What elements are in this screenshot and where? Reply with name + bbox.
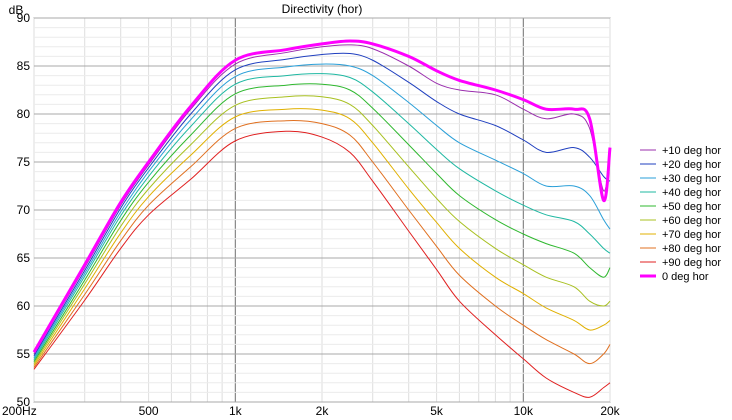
series-line--80-deg-hor xyxy=(33,119,611,368)
series-line--70-deg-hor xyxy=(33,108,611,366)
series-line--40-deg-hor xyxy=(33,73,611,361)
series-line--30-deg-hor xyxy=(33,63,611,359)
y-tick-label: 80 xyxy=(17,107,31,121)
series-line--50-deg-hor xyxy=(33,83,611,362)
y-axis-label: dB xyxy=(9,3,24,17)
x-tick-label: 200Hz xyxy=(2,404,37,418)
legend-label: 0 deg hor xyxy=(662,271,709,283)
grid-lines xyxy=(33,17,611,403)
y-tick-label: 75 xyxy=(17,155,31,169)
legend-label: +50 deg hor xyxy=(662,201,721,213)
y-tick-label: 65 xyxy=(17,251,31,265)
series-line--20-deg-hor xyxy=(33,52,611,357)
legend-label: +60 deg hor xyxy=(662,215,721,227)
x-tick-label: 10k xyxy=(514,404,534,418)
y-tick-label: 90 xyxy=(17,11,31,25)
chart-title: Directivity (hor) xyxy=(282,2,363,16)
series-line--90-deg-hor xyxy=(33,130,611,398)
x-tick-label: 2k xyxy=(316,404,330,418)
legend-label: +40 deg hor xyxy=(662,187,721,199)
series-line--10-deg-hor xyxy=(33,44,611,355)
series-line-0-deg-hor xyxy=(32,39,612,353)
legend-label: +20 deg hor xyxy=(662,159,721,171)
x-tick-label: 1k xyxy=(229,404,243,418)
y-tick-label: 70 xyxy=(17,203,31,217)
series-layer xyxy=(32,39,612,398)
legend-label: +90 deg hor xyxy=(662,257,721,269)
x-tick-label: 500 xyxy=(139,404,159,418)
y-tick-label: 85 xyxy=(17,59,31,73)
y-tick-label: 60 xyxy=(17,299,31,313)
y-tick-label: 50 xyxy=(17,395,31,409)
y-tick-label: 55 xyxy=(17,347,31,361)
legend: +10 deg hor +20 deg hor +30 deg hor +40 deg… xyxy=(640,145,721,283)
legend-label: +80 deg hor xyxy=(662,243,721,255)
series-line--60-deg-hor xyxy=(33,95,611,364)
x-tick-label: 20k xyxy=(600,404,620,418)
x-tick-label: 5k xyxy=(430,404,444,418)
y-tick-labels: 50 55 60 65 70 75 80 85 90 xyxy=(17,11,31,409)
legend-label: +30 deg hor xyxy=(662,173,721,185)
x-tick-labels: 200Hz 500 1k 2k 5k 10k 20k xyxy=(2,404,621,418)
legend-label: +70 deg hor xyxy=(662,229,721,241)
legend-label: +10 deg hor xyxy=(662,145,721,157)
